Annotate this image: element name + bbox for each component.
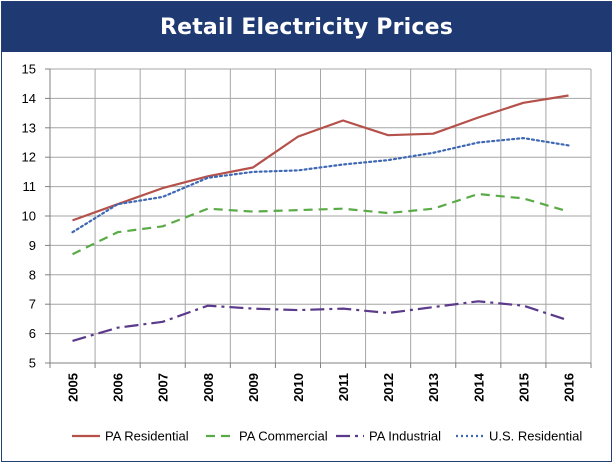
grid bbox=[49, 68, 592, 363]
x-tick-label: 2007 bbox=[156, 373, 171, 402]
series-line-pa-commercial bbox=[72, 192, 569, 256]
x-tick-label: 2006 bbox=[111, 373, 126, 402]
y-tick-label: 14 bbox=[22, 91, 36, 106]
x-tick-label: 2011 bbox=[336, 373, 351, 401]
legend-label: PA Industrial bbox=[369, 429, 441, 444]
legend-label: PA Residential bbox=[105, 429, 189, 444]
legend: PA Residential PA Commercial PA Industrial… bbox=[72, 429, 582, 444]
x-axis-ticks: 2005 2006 2007 2008 2009 2010 2011 2012 2013 2014… bbox=[66, 372, 577, 402]
y-tick-label: 12 bbox=[22, 150, 36, 165]
y-tick-label: 8 bbox=[29, 267, 36, 282]
series-line-pa-industrial bbox=[72, 300, 569, 342]
x-tick-label: 2013 bbox=[426, 373, 441, 402]
y-axis-ticks: 5 6 7 8 9 10 11 12 13 14 15 bbox=[22, 62, 36, 371]
chart-title: Retail Electricity Prices bbox=[159, 14, 454, 40]
legend-label: U.S. Residential bbox=[489, 429, 582, 444]
y-tick-label: 7 bbox=[29, 297, 36, 312]
x-tick-label: 2015 bbox=[516, 373, 531, 402]
x-tick-label: 2010 bbox=[291, 373, 306, 402]
x-tick-label: 2008 bbox=[201, 373, 216, 402]
x-tick-label: 2014 bbox=[471, 372, 486, 402]
x-tick-label: 2005 bbox=[66, 373, 81, 402]
y-tick-label: 13 bbox=[22, 120, 36, 135]
x-tick-label: 2009 bbox=[246, 373, 261, 402]
y-tick-label: 11 bbox=[23, 179, 37, 194]
series-lines bbox=[71, 94, 570, 342]
x-tick-label: 2016 bbox=[561, 373, 576, 402]
y-tick-label: 5 bbox=[29, 356, 36, 371]
x-tick-label: 2012 bbox=[381, 373, 396, 402]
y-tick-label: 10 bbox=[22, 209, 36, 224]
axes bbox=[45, 68, 592, 368]
y-tick-label: 9 bbox=[29, 238, 36, 253]
y-tick-label: 15 bbox=[22, 62, 36, 77]
series-line-u-s-residential bbox=[71, 137, 570, 234]
legend-label: PA Commercial bbox=[239, 429, 328, 444]
title-bar: Retail Electricity Prices bbox=[2, 2, 611, 52]
y-tick-label: 6 bbox=[29, 326, 36, 341]
series-line-pa-residential bbox=[72, 94, 569, 222]
